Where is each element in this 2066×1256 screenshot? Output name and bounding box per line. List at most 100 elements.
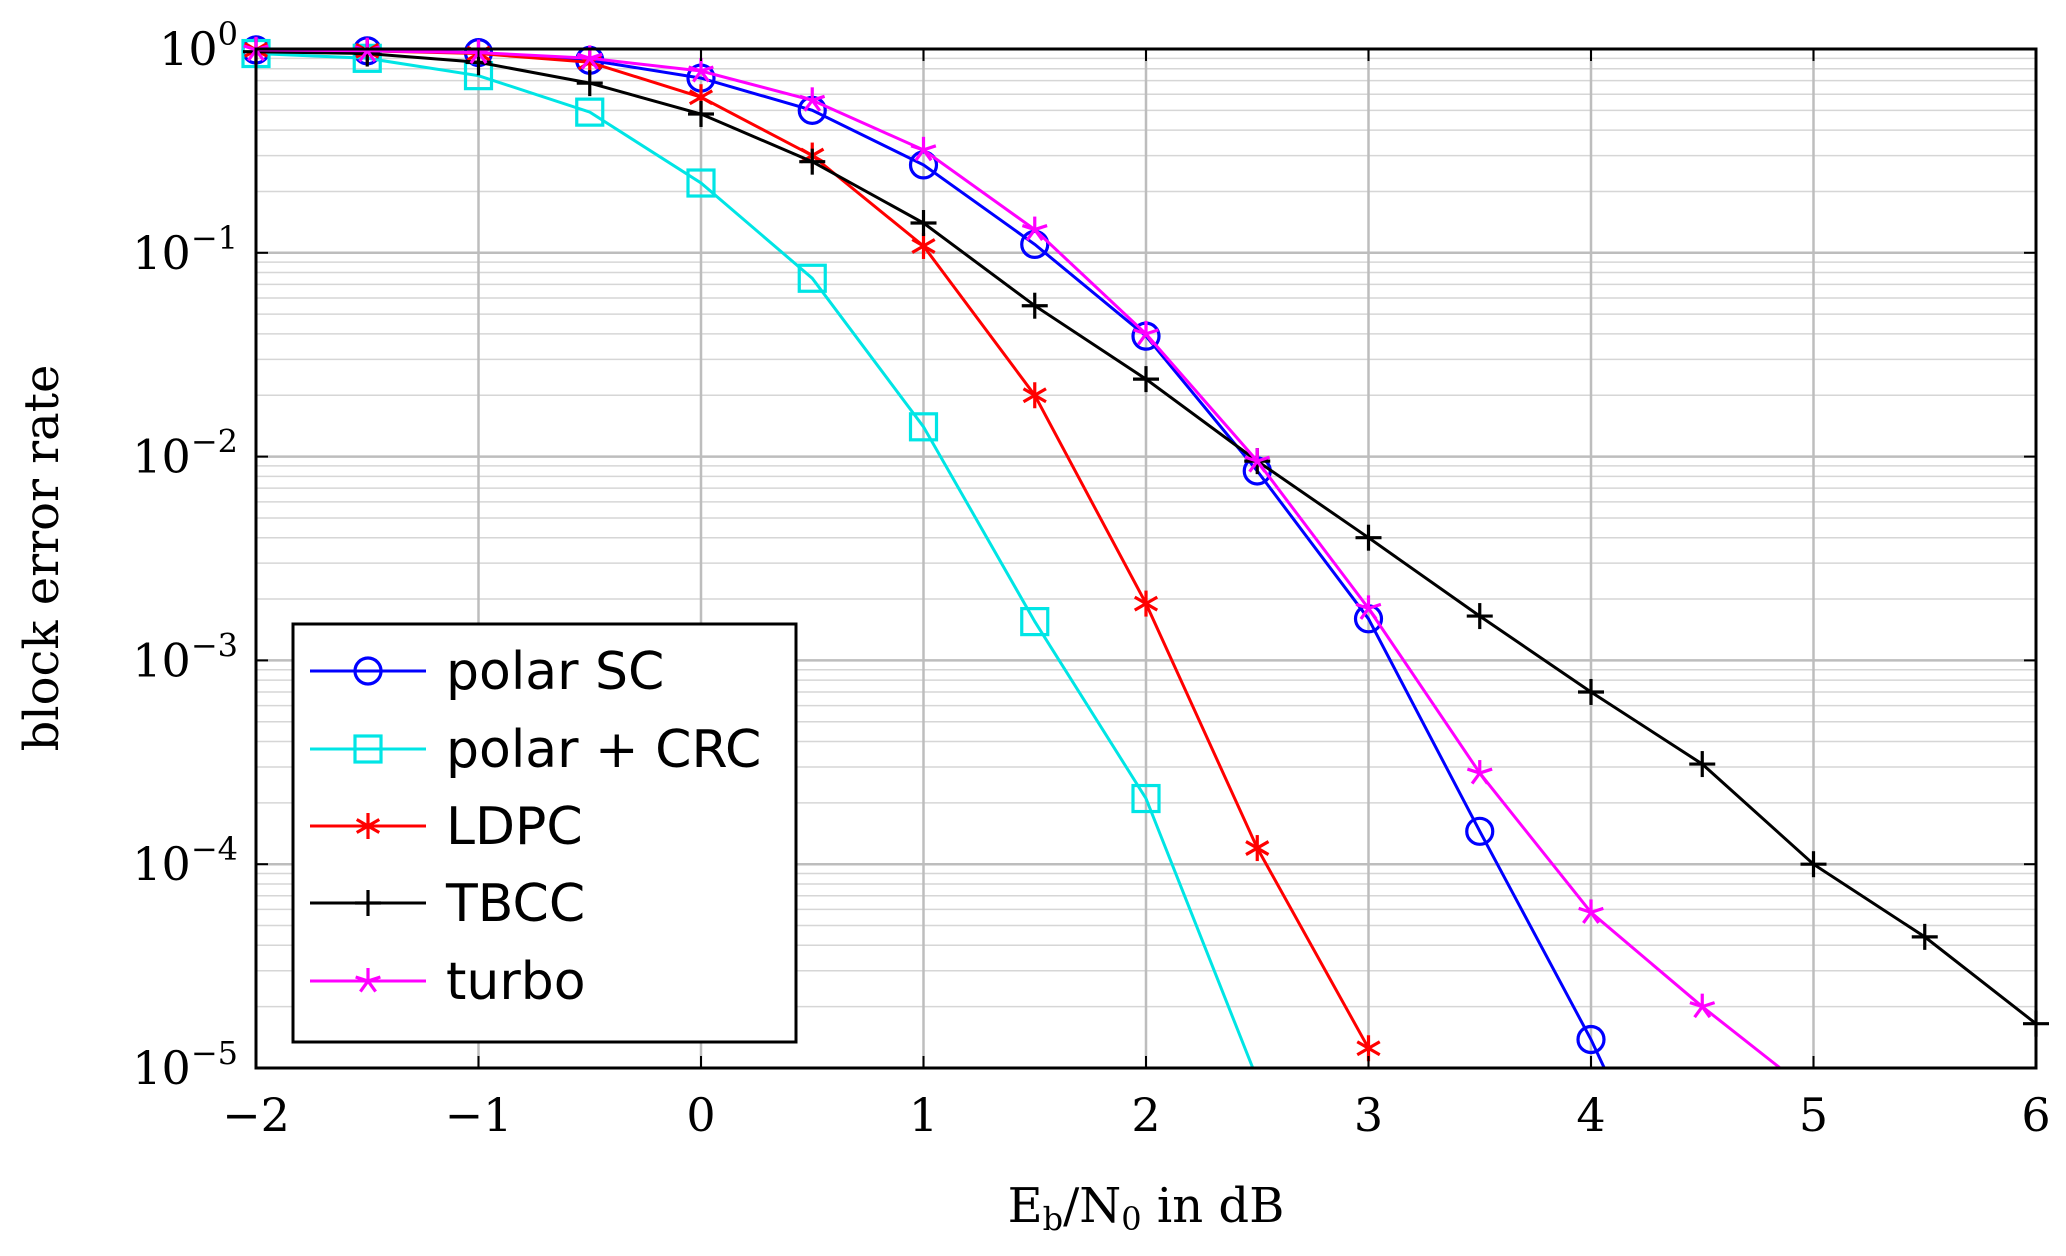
x-tick-label: 2 [1131, 1088, 1160, 1142]
marker-shape [1589, 911, 1600, 924]
data-point [1131, 783, 1161, 814]
marker-shape [1590, 906, 1604, 914]
marker-shape [580, 57, 592, 70]
series-line [255, 52, 1255, 1069]
legend-label: polar + CRC [446, 720, 761, 780]
marker-shape [1582, 911, 1593, 924]
marker-shape [1478, 772, 1489, 785]
y-tick-label: 10−4 [132, 830, 238, 891]
marker-shape [355, 975, 369, 983]
marker-shape [910, 144, 924, 152]
x-tick-label: 3 [1354, 1088, 1383, 1142]
marker-shape [1020, 607, 1050, 637]
axis-ticks [255, 48, 2037, 1069]
legend-box [291, 622, 798, 1044]
legend-swatch-marker [355, 890, 381, 916]
data-point [908, 412, 939, 442]
marker-shape [923, 144, 937, 152]
marker-shape [1693, 1005, 1704, 1019]
marker-shape [911, 238, 936, 254]
data-point [1689, 993, 1716, 1019]
legend: polar SC polar + CRC LDPC TBCC turbo [291, 622, 798, 1044]
legend-item: turbo [310, 952, 586, 1012]
data-point [1355, 595, 1382, 620]
marker-shape [366, 980, 377, 993]
marker-shape [1700, 1005, 1712, 1019]
marker-shape [588, 57, 599, 70]
marker-shape [1137, 332, 1148, 346]
marker-shape [811, 94, 826, 102]
marker-shape [1479, 767, 1493, 775]
marker-shape [1701, 1001, 1716, 1009]
legend-label: LDPC [446, 797, 583, 857]
data-point [799, 87, 826, 112]
x-tick-label: 0 [686, 1088, 715, 1142]
y-tick-label: 10−5 [132, 1034, 238, 1095]
marker-shape [353, 734, 383, 764]
data-point [797, 263, 827, 293]
marker-shape [1021, 224, 1036, 232]
marker-shape [1145, 328, 1159, 336]
data-point [1800, 851, 1827, 878]
x-tick-label: −2 [222, 1088, 290, 1142]
data-point [1020, 607, 1050, 637]
marker-shape [1244, 455, 1258, 463]
marker-shape [803, 99, 814, 112]
legend-swatch-marker [353, 656, 383, 686]
data-point [1911, 923, 1938, 950]
data-point [1465, 816, 1495, 846]
marker-shape [799, 94, 813, 102]
x-tick-label: 6 [2021, 1088, 2050, 1142]
data-point [575, 97, 605, 127]
data-point [688, 57, 714, 83]
x-tick-label: 1 [909, 1088, 938, 1142]
x-axis-label: Eb/N0 in dB [1008, 1178, 1285, 1238]
legend-label: TBCC [445, 874, 585, 934]
data-point [1466, 603, 1493, 630]
marker-shape [914, 148, 925, 162]
x-tick-label: 5 [1799, 1088, 1828, 1142]
legend-item: polar + CRC [310, 720, 761, 780]
marker-shape [589, 52, 603, 60]
y-tick-label: 100 [159, 15, 238, 76]
marker-shape [1465, 816, 1495, 846]
marker-shape [355, 818, 381, 834]
marker-shape [1245, 840, 1270, 856]
marker-shape [1470, 772, 1482, 785]
marker-shape [1368, 602, 1382, 610]
data-point [1021, 292, 1048, 319]
x-tick-label: 4 [1576, 1088, 1605, 1142]
marker-shape [576, 52, 591, 60]
marker-shape [359, 980, 370, 993]
data-point [910, 136, 937, 162]
x-tick-labels: −2 −1 0 1 2 3 4 5 6 [222, 1088, 2051, 1142]
marker-shape [1144, 332, 1155, 346]
data-point [1133, 320, 1159, 346]
marker-shape [1033, 228, 1044, 242]
data-point [1133, 366, 1159, 393]
marker-shape [1466, 767, 1481, 775]
data-point [799, 148, 826, 175]
marker-shape [1576, 1024, 1606, 1055]
data-point [576, 70, 603, 97]
marker-shape [365, 49, 377, 63]
x-tick-label: −1 [445, 1088, 513, 1142]
marker-shape [1131, 783, 1161, 814]
series-turbo [243, 36, 1782, 1070]
data-point [1466, 760, 1493, 785]
data-point [1245, 835, 1270, 862]
data-point [576, 45, 603, 70]
legend-item: TBCC [310, 874, 585, 934]
y-axis-label: block error rate [14, 365, 70, 752]
data-point [1578, 678, 1604, 705]
marker-shape [1022, 387, 1047, 404]
y-tick-labels: 100 10−1 10−2 10−3 10−4 10−5 [132, 15, 238, 1095]
marker-shape [353, 656, 383, 686]
marker-shape [686, 168, 716, 198]
marker-shape [1367, 607, 1378, 620]
legend-swatch-marker [355, 813, 381, 839]
data-point [686, 168, 716, 198]
marker-shape [688, 65, 702, 73]
marker-shape [575, 97, 605, 127]
